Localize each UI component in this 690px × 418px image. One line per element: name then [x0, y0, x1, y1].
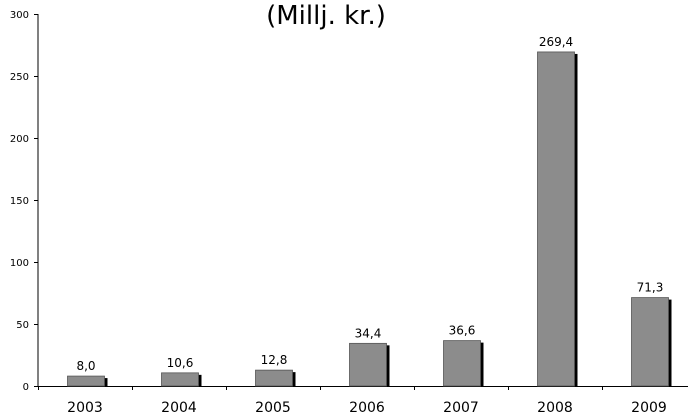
- bar: [255, 369, 293, 387]
- bar: [161, 372, 199, 387]
- x-tick-label: 2007: [443, 400, 479, 416]
- chart-title: (Millj. kr.): [266, 1, 386, 31]
- y-tick-label: 150: [10, 196, 29, 207]
- x-axis: 2003 2004 2005 2006 2007 2008 2009: [38, 386, 688, 416]
- data-label: 8,0: [76, 359, 95, 373]
- data-labels: 8,0 10,6 12,8 34,4 36,6 269,4 71,3: [76, 35, 663, 373]
- x-tick-label: 2005: [255, 400, 291, 416]
- bar-shadow: [668, 299, 672, 386]
- bar: [537, 51, 575, 387]
- data-label: 34,4: [355, 326, 382, 340]
- bar: [631, 297, 669, 387]
- bar-shadow: [198, 374, 202, 386]
- bar-shadow: [104, 378, 108, 386]
- bar: [349, 342, 387, 387]
- x-tick-label: 2003: [67, 400, 103, 416]
- data-label: 36,6: [449, 324, 476, 338]
- y-tick-label: 300: [10, 10, 29, 21]
- y-tick-label: 100: [10, 258, 29, 269]
- y-tick-label: 250: [10, 72, 29, 83]
- x-tick-label: 2009: [631, 400, 667, 416]
- bar-shadow: [386, 345, 390, 386]
- x-tick-label: 2006: [349, 400, 385, 416]
- data-label: 269,4: [539, 35, 573, 49]
- bar: [443, 340, 481, 387]
- y-tick-label: 200: [10, 134, 29, 145]
- bar: [67, 375, 105, 387]
- y-tick-label: 0: [23, 382, 29, 393]
- y-tick-label: 50: [16, 320, 29, 331]
- bar-shadow: [480, 342, 484, 386]
- bar-shadow: [574, 53, 578, 386]
- data-label: 12,8: [261, 353, 288, 367]
- x-tick-label: 2004: [161, 400, 197, 416]
- bars: [67, 51, 672, 387]
- data-label: 71,3: [637, 281, 664, 295]
- data-label: 10,6: [167, 356, 194, 370]
- x-tick-label: 2008: [537, 400, 573, 416]
- bar-shadow: [292, 372, 296, 386]
- y-axis: 0 50 100 150 200 250 300: [10, 10, 39, 393]
